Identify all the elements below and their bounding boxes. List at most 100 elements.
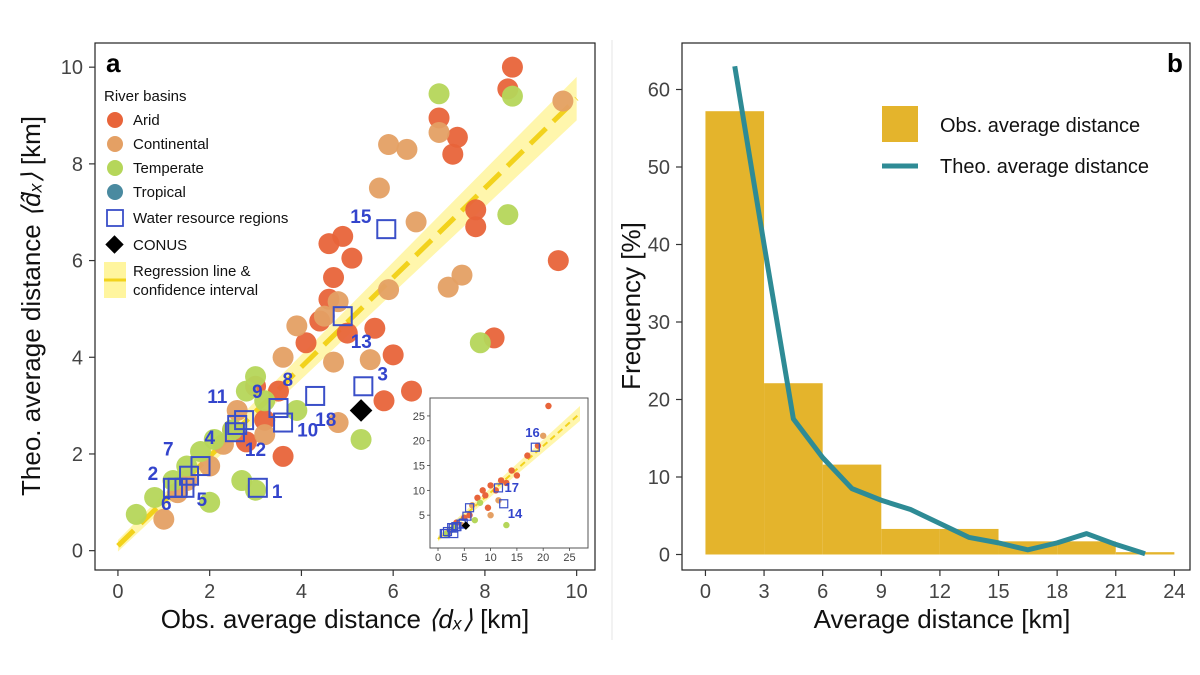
y-tick-label: 10 xyxy=(61,57,83,79)
basin-point-arid xyxy=(295,332,317,354)
b-x-tick-label: 3 xyxy=(758,581,769,603)
b-y-tick-label: 40 xyxy=(648,235,670,257)
water-region-label-1: 1 xyxy=(272,482,283,503)
inset-x-tick-label: 0 xyxy=(435,552,441,564)
inset-point-arid xyxy=(503,479,510,487)
legend-theo-label: Theo. average distance xyxy=(940,156,1149,178)
basin-point-temperate xyxy=(231,470,253,492)
inset-point-continental xyxy=(487,511,494,519)
panel-a-y-title-math: ⟨d̂ₓ⟩ xyxy=(16,172,46,217)
b-y-tick-label: 50 xyxy=(648,157,670,179)
water-region-marker-10 xyxy=(273,412,294,433)
panel-b-legend: Obs. average distance Theo. average dist… xyxy=(882,106,1149,178)
inset-x-ticks: 0 5 10 15 20 25 xyxy=(435,548,576,564)
panel-b-x-title: Average distance [km] xyxy=(814,604,1071,634)
basin-point-temperate xyxy=(350,428,372,450)
basin-point-continental xyxy=(254,424,276,446)
inset-water-region-marker xyxy=(449,528,459,539)
inset-water-region-marker xyxy=(530,442,540,452)
inset-scatter: 16 17 14 0 5 10 15 20 25 5 10 15 20 25 xyxy=(413,397,589,564)
water-region-marker-13 xyxy=(332,306,353,327)
water-region-label-9: 9 xyxy=(252,382,263,403)
y-tick-label: 8 xyxy=(72,154,83,176)
panel-b-x-ticks: 0 3 6 9 12 15 18 21 24 xyxy=(700,570,1185,603)
water-region-marker-3 xyxy=(353,376,374,397)
panel-a-x-title-text: Obs. average distance xyxy=(161,604,428,634)
basin-point-continental xyxy=(405,211,427,233)
basin-point-arid xyxy=(272,445,294,467)
basin-point-arid xyxy=(341,247,363,269)
water-region-marker-6 xyxy=(162,477,183,498)
legend-title: River basins xyxy=(104,88,187,105)
water-region-label-3: 3 xyxy=(377,364,388,385)
inset-point-arid xyxy=(492,487,500,494)
basin-point-continental xyxy=(313,305,335,327)
legend-regression-label-1: Regression line & xyxy=(133,263,251,280)
basin-point-arid xyxy=(318,233,340,255)
basin-point-arid xyxy=(235,431,257,453)
panel-a-y-title: Theo. average distance ⟨d̂ₓ⟩ [km] xyxy=(16,116,46,496)
b-x-tick-label: 21 xyxy=(1105,581,1127,603)
basin-point-continental xyxy=(153,508,175,530)
basin-point-arid xyxy=(465,199,487,221)
b-x-tick-label: 15 xyxy=(987,581,1009,603)
inset-x-tick-label: 20 xyxy=(537,552,549,564)
legend-regression-label-2: confidence interval xyxy=(133,282,258,299)
water-region-label-13: 13 xyxy=(351,332,372,353)
legend-tropical-label: Tropical xyxy=(133,184,186,201)
water-region-label-15: 15 xyxy=(350,207,372,228)
inset-point-arid xyxy=(479,487,486,494)
legend-temperate-label: Temperate xyxy=(133,160,204,177)
basin-point-arid xyxy=(547,250,569,272)
inset-water-region-label-14: 14 xyxy=(508,506,523,521)
inset-point-continental xyxy=(468,502,476,509)
water-region-marker-1 xyxy=(247,477,268,498)
basin-point-continental xyxy=(378,134,400,156)
inset-x-tick-label: 10 xyxy=(484,552,496,564)
b-y-tick-label: 60 xyxy=(648,80,670,102)
water-region-marker-7 xyxy=(179,465,200,486)
b-x-tick-label: 24 xyxy=(1163,581,1185,603)
legend-continental-label: Continental xyxy=(133,136,209,153)
water-region-label-7: 7 xyxy=(163,440,174,461)
water-region-marker-12 xyxy=(224,422,245,443)
y-tick-label: 0 xyxy=(72,541,83,563)
basin-point-continental xyxy=(378,279,400,301)
basin-point-temperate xyxy=(469,332,491,354)
basin-point-temperate xyxy=(428,83,450,105)
water-region-label-6: 6 xyxy=(161,494,172,515)
panel-a-y-title-text: Theo. average distance xyxy=(16,217,46,496)
inset-point-arid xyxy=(524,452,531,459)
water-region-marker-15 xyxy=(376,219,397,240)
b-y-tick-label: 30 xyxy=(648,312,670,334)
basin-point-continental xyxy=(359,349,381,371)
inset-point-arid xyxy=(487,482,494,489)
water-region-label-11: 11 xyxy=(207,387,228,408)
histogram-bar-6 xyxy=(1057,541,1116,555)
panel-a-x-title: Obs. average distance ⟨dₓ⟩ [km] xyxy=(161,604,529,634)
basin-point-continental xyxy=(323,351,345,373)
y-tick-label: 2 xyxy=(72,444,83,466)
inset-water-region-marker xyxy=(493,483,504,493)
legend-obs-swatch xyxy=(882,106,918,142)
water-region-label-12: 12 xyxy=(245,440,266,461)
legend-arid-label: Arid xyxy=(133,112,160,129)
legend-water-region-label: Water resource regions xyxy=(133,210,288,227)
inset-y-tick-label: 20 xyxy=(413,436,425,448)
inset-water-region-label-16: 16 xyxy=(525,425,539,440)
inset-y-tick-label: 15 xyxy=(413,461,425,473)
inset-water-region-labels: 16 17 14 xyxy=(504,425,539,521)
inset-point-temperate xyxy=(503,521,510,529)
histogram-bar-3 xyxy=(881,528,940,555)
panel-b-histogram: 0 3 6 9 12 15 18 21 24 0 10 20 30 40 50 60 b Obs. aver… xyxy=(616,42,1191,634)
inset-point-arid xyxy=(545,402,552,410)
basin-point-arid xyxy=(428,107,450,129)
y-tick-label: 4 xyxy=(72,347,83,369)
inset-y-tick-label: 25 xyxy=(413,411,425,423)
inset-x-tick-label: 5 xyxy=(461,552,467,564)
inset-conus-marker xyxy=(461,521,471,530)
water-region-marker-8 xyxy=(268,398,289,419)
legend-conus-swatch xyxy=(105,235,124,254)
